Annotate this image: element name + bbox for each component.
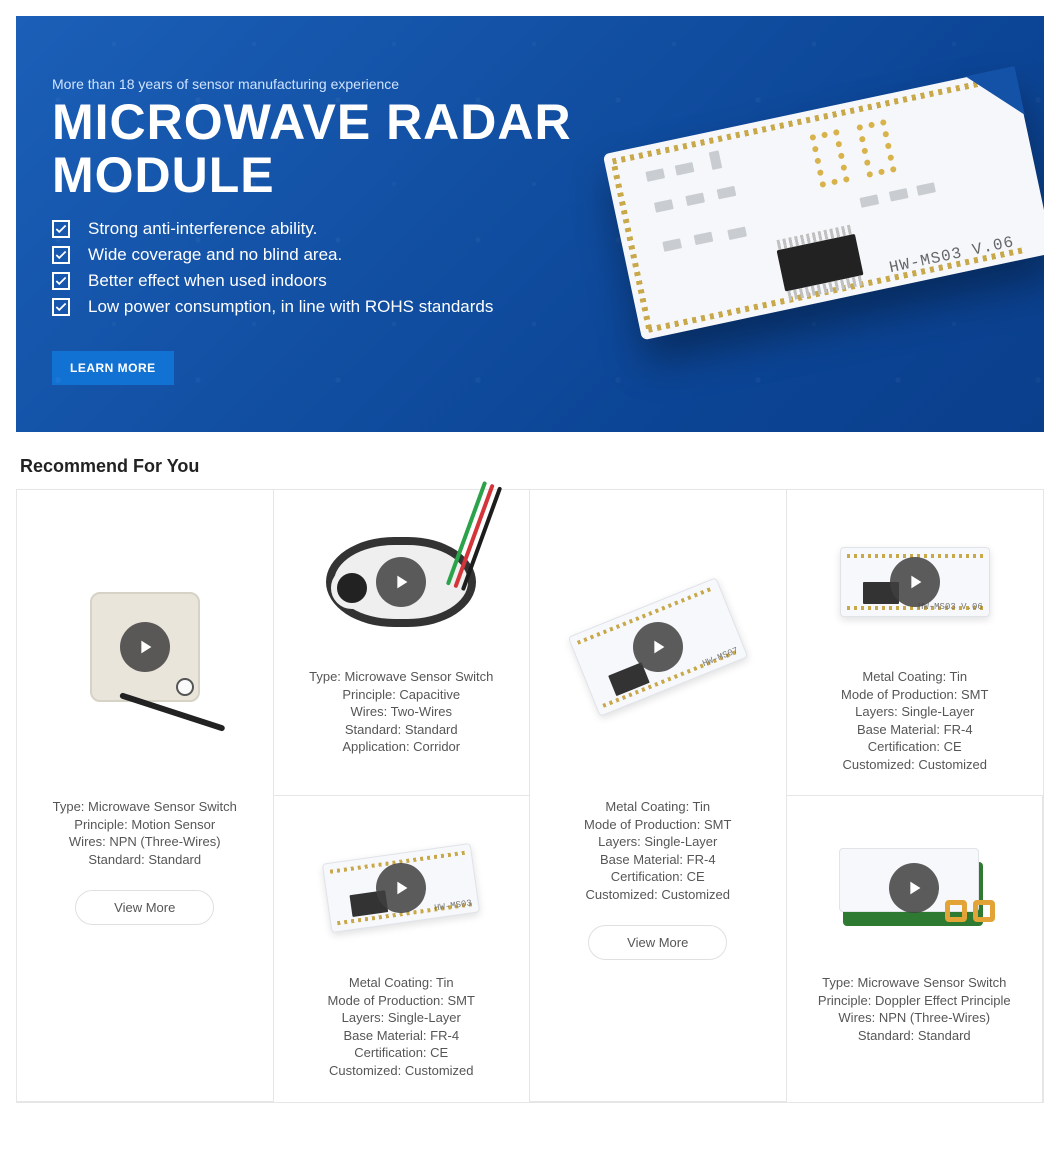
check-icon bbox=[52, 220, 70, 238]
product-card[interactable]: Type: Microwave Sensor SwitchPrinciple: … bbox=[17, 490, 274, 1102]
bullet-text: Strong anti-interference ability. bbox=[88, 219, 317, 239]
bullet-text: Low power consumption, in line with ROHS… bbox=[88, 297, 493, 317]
section-title: Recommend For You bbox=[20, 456, 1040, 477]
recommend-grid: Type: Microwave Sensor SwitchPrinciple: … bbox=[16, 489, 1044, 1103]
learn-more-button[interactable]: LEARN MORE bbox=[52, 351, 174, 385]
hero-product-image: HW-MS03 V.06 bbox=[591, 51, 1044, 411]
check-icon bbox=[52, 272, 70, 290]
pcb-pattern bbox=[809, 102, 984, 223]
product-thumbnail[interactable] bbox=[290, 502, 514, 662]
play-icon[interactable] bbox=[633, 622, 683, 672]
product-thumbnail[interactable]: HW-MS03 bbox=[290, 808, 514, 968]
product-attrs: Type: Microwave Sensor SwitchPrinciple: … bbox=[309, 668, 493, 756]
product-attrs: Metal Coating: TinMode of Production: SM… bbox=[584, 798, 731, 903]
check-icon bbox=[52, 298, 70, 316]
product-card[interactable]: Type: Microwave Sensor SwitchPrinciple: … bbox=[787, 796, 1044, 1101]
product-card[interactable]: HW-MS03 Metal Coating: TinMode of Produc… bbox=[274, 796, 531, 1101]
view-more-button[interactable]: View More bbox=[75, 890, 214, 925]
play-icon[interactable] bbox=[376, 557, 426, 607]
product-thumbnail[interactable] bbox=[803, 808, 1027, 968]
product-card[interactable]: HW-MS07 Metal Coating: TinMode of Produc… bbox=[530, 490, 787, 1102]
hero-banner: More than 18 years of sensor manufacturi… bbox=[16, 16, 1044, 432]
bullet-text: Better effect when used indoors bbox=[88, 271, 327, 291]
view-more-button[interactable]: View More bbox=[588, 925, 727, 960]
product-thumbnail[interactable] bbox=[33, 502, 257, 792]
hero-title-line-2: MODULE bbox=[52, 147, 275, 203]
product-card[interactable]: HW-MS03 V.06 Metal Coating: TinMode of P… bbox=[787, 490, 1044, 796]
product-thumbnail[interactable]: HW-MS03 V.06 bbox=[803, 502, 1028, 662]
product-thumbnail[interactable]: HW-MS07 bbox=[546, 502, 770, 792]
play-icon[interactable] bbox=[120, 622, 170, 672]
product-attrs: Metal Coating: TinMode of Production: SM… bbox=[328, 974, 475, 1079]
product-attrs: Metal Coating: TinMode of Production: SM… bbox=[841, 668, 988, 773]
check-icon bbox=[52, 246, 70, 264]
product-attrs: Type: Microwave Sensor SwitchPrinciple: … bbox=[818, 974, 1011, 1044]
bullet-text: Wide coverage and no blind area. bbox=[88, 245, 342, 265]
product-card[interactable]: Type: Microwave Sensor SwitchPrinciple: … bbox=[274, 490, 531, 796]
hero-title-line-1: MICROWAVE RADAR bbox=[52, 94, 572, 150]
play-icon[interactable] bbox=[890, 557, 940, 607]
product-attrs: Type: Microwave Sensor SwitchPrinciple: … bbox=[53, 798, 237, 868]
